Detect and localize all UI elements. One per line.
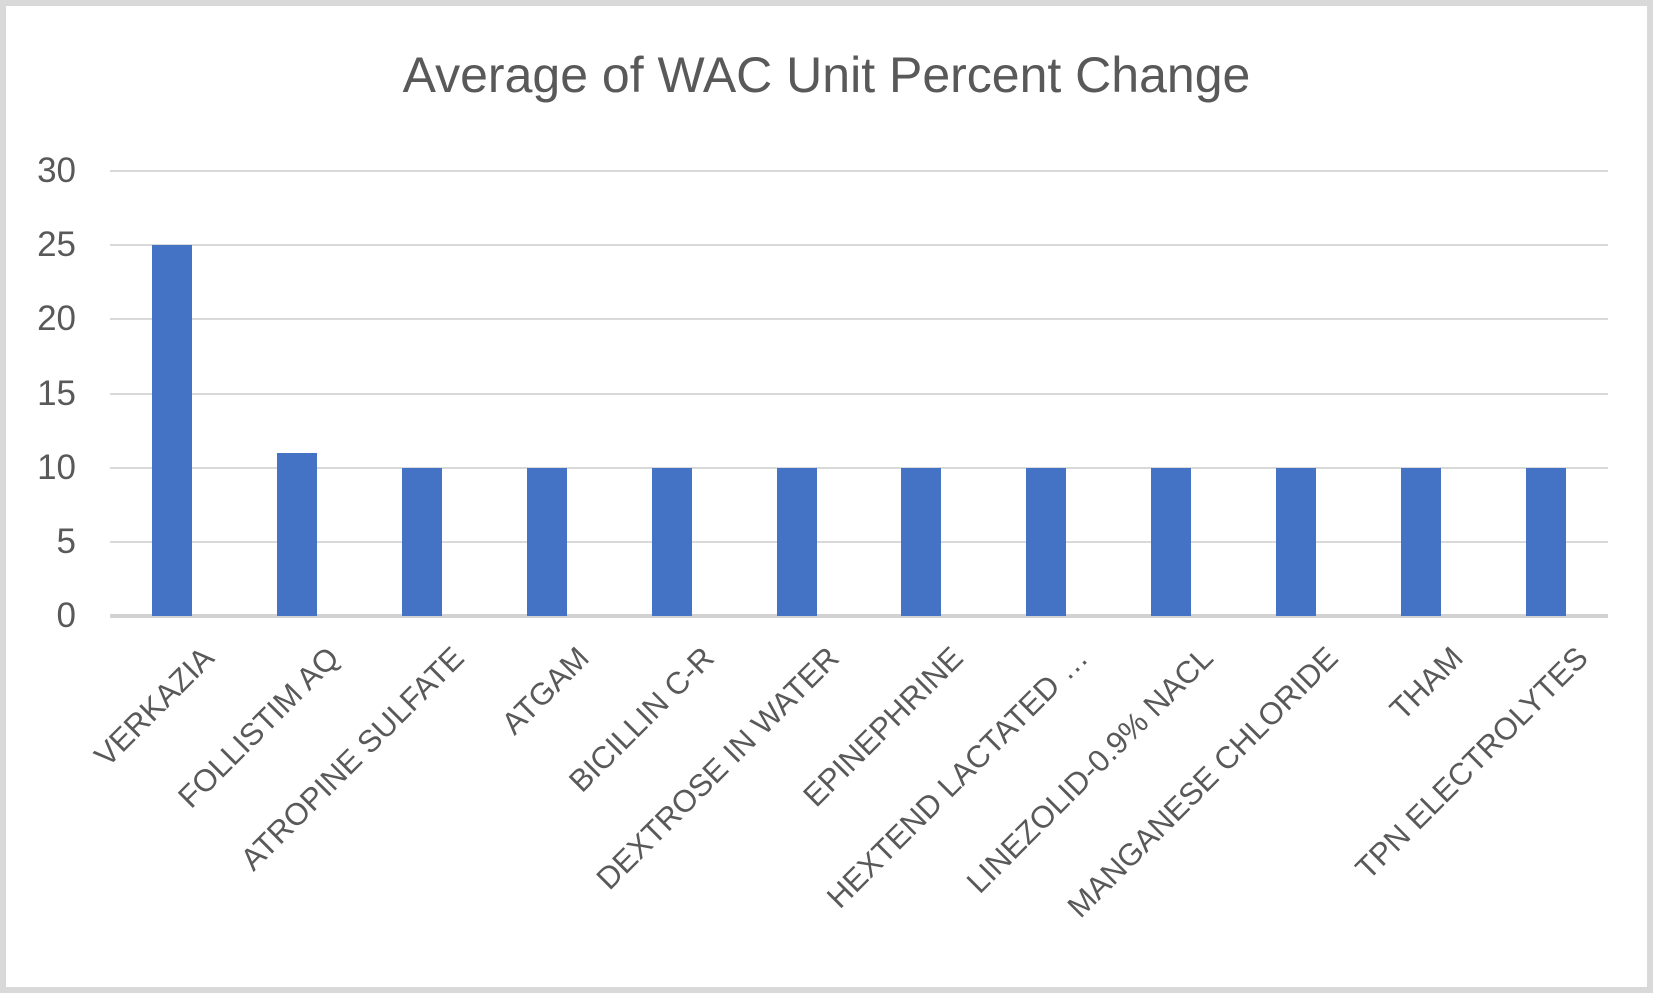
bar [1275, 467, 1316, 616]
bar [901, 467, 942, 616]
bar [526, 467, 567, 616]
bar [1400, 467, 1441, 616]
chart-title: Average of WAC Unit Percent Change [402, 47, 1251, 103]
y-tick-label: 15 [37, 373, 76, 413]
y-tick-label: 20 [37, 299, 76, 339]
y-tick-label: 30 [37, 151, 76, 190]
gridline [110, 540, 1608, 543]
gridline [110, 244, 1608, 247]
bar [1026, 467, 1067, 616]
bar [651, 467, 692, 616]
y-tick-label: 0 [56, 596, 76, 635]
y-tick-label: 25 [37, 225, 76, 265]
bar [1525, 467, 1566, 616]
gridline [110, 466, 1608, 469]
gridline [110, 318, 1608, 321]
bar [402, 467, 443, 616]
bar [776, 467, 817, 616]
bar [277, 452, 318, 616]
gridline [110, 392, 1608, 395]
y-tick-label: 5 [56, 521, 76, 561]
gridline [110, 170, 1608, 172]
y-tick-label: 10 [37, 447, 76, 487]
x-axis-line [110, 614, 1608, 618]
bar [1151, 467, 1192, 616]
bar [152, 245, 193, 616]
